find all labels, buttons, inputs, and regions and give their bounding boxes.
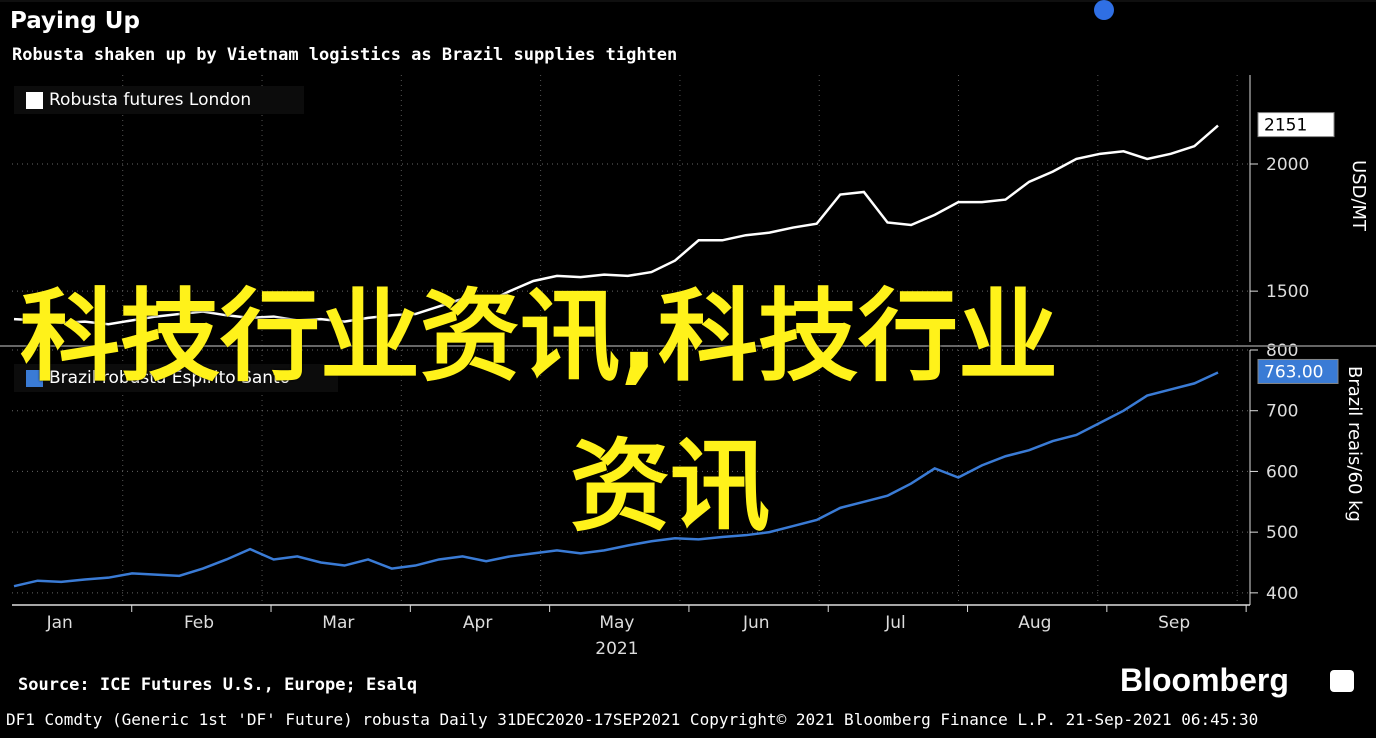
y-axis-label-bottom: Brazil reais/60 kg (1344, 366, 1365, 522)
legend-swatch-bottom (26, 369, 43, 387)
last-value-box (1257, 358, 1339, 384)
y-tick-label: 2000 (1266, 155, 1309, 175)
series-line-brazil-robusta (13, 371, 1219, 588)
accent-dot (1094, 0, 1114, 20)
x-tick-label: Aug (1018, 613, 1051, 633)
x-tick-label: Apr (463, 613, 492, 633)
y-tick-label: 400 (1266, 584, 1298, 604)
top-border (0, 0, 1376, 2)
chart-title: Paying Up (10, 8, 140, 34)
overlay-text-line1: 科技行业资讯,科技行业 (20, 278, 1058, 395)
source-text: Source: ICE Futures U.S., Europe; Esalq (18, 675, 418, 695)
y-tick-label: 700 (1266, 402, 1298, 422)
y-tick-label: 1500 (1266, 282, 1309, 302)
bloomberg-logo: Bloomberg (1120, 662, 1289, 698)
last-value-box (1257, 112, 1335, 138)
x-tick-label: Mar (322, 613, 354, 633)
x-tick-label: Feb (184, 613, 214, 633)
y-tick-label: 600 (1266, 462, 1298, 482)
x-tick-label: May (599, 613, 634, 633)
x-tick-label: Jan (46, 613, 73, 633)
bloomberg-terminal-icon (1330, 670, 1354, 692)
x-tick-label: Jul (884, 613, 906, 633)
x-axis-year-label: 2021 (595, 639, 638, 659)
legend-bottom: Brazil robusta Espirito Santo (14, 364, 338, 392)
series-line-robusta-london (13, 124, 1219, 326)
overlay-text-line2: 资讯 (570, 428, 770, 545)
x-tick-label: Sep (1158, 613, 1190, 633)
last-value-label: 763.00 (1264, 362, 1323, 382)
y-axis-label-top: USD/MT (1348, 160, 1369, 232)
legend-swatch-top (26, 91, 43, 109)
footer-meta: DF1 Comdty (Generic 1st 'DF' Future) rob… (6, 710, 1259, 729)
y-tick-label: 800 (1266, 341, 1298, 361)
legend-top: Robusta futures London (14, 86, 304, 114)
chart-subtitle: Robusta shaken up by Vietnam logistics a… (12, 45, 678, 65)
y-tick-label: 500 (1266, 523, 1298, 543)
x-tick-label: Jun (742, 613, 770, 633)
legend-label-top: Robusta futures London (49, 90, 252, 110)
legend-label-bottom: Brazil robusta Espirito Santo (49, 368, 291, 388)
last-value-label: 2151 (1264, 116, 1307, 136)
